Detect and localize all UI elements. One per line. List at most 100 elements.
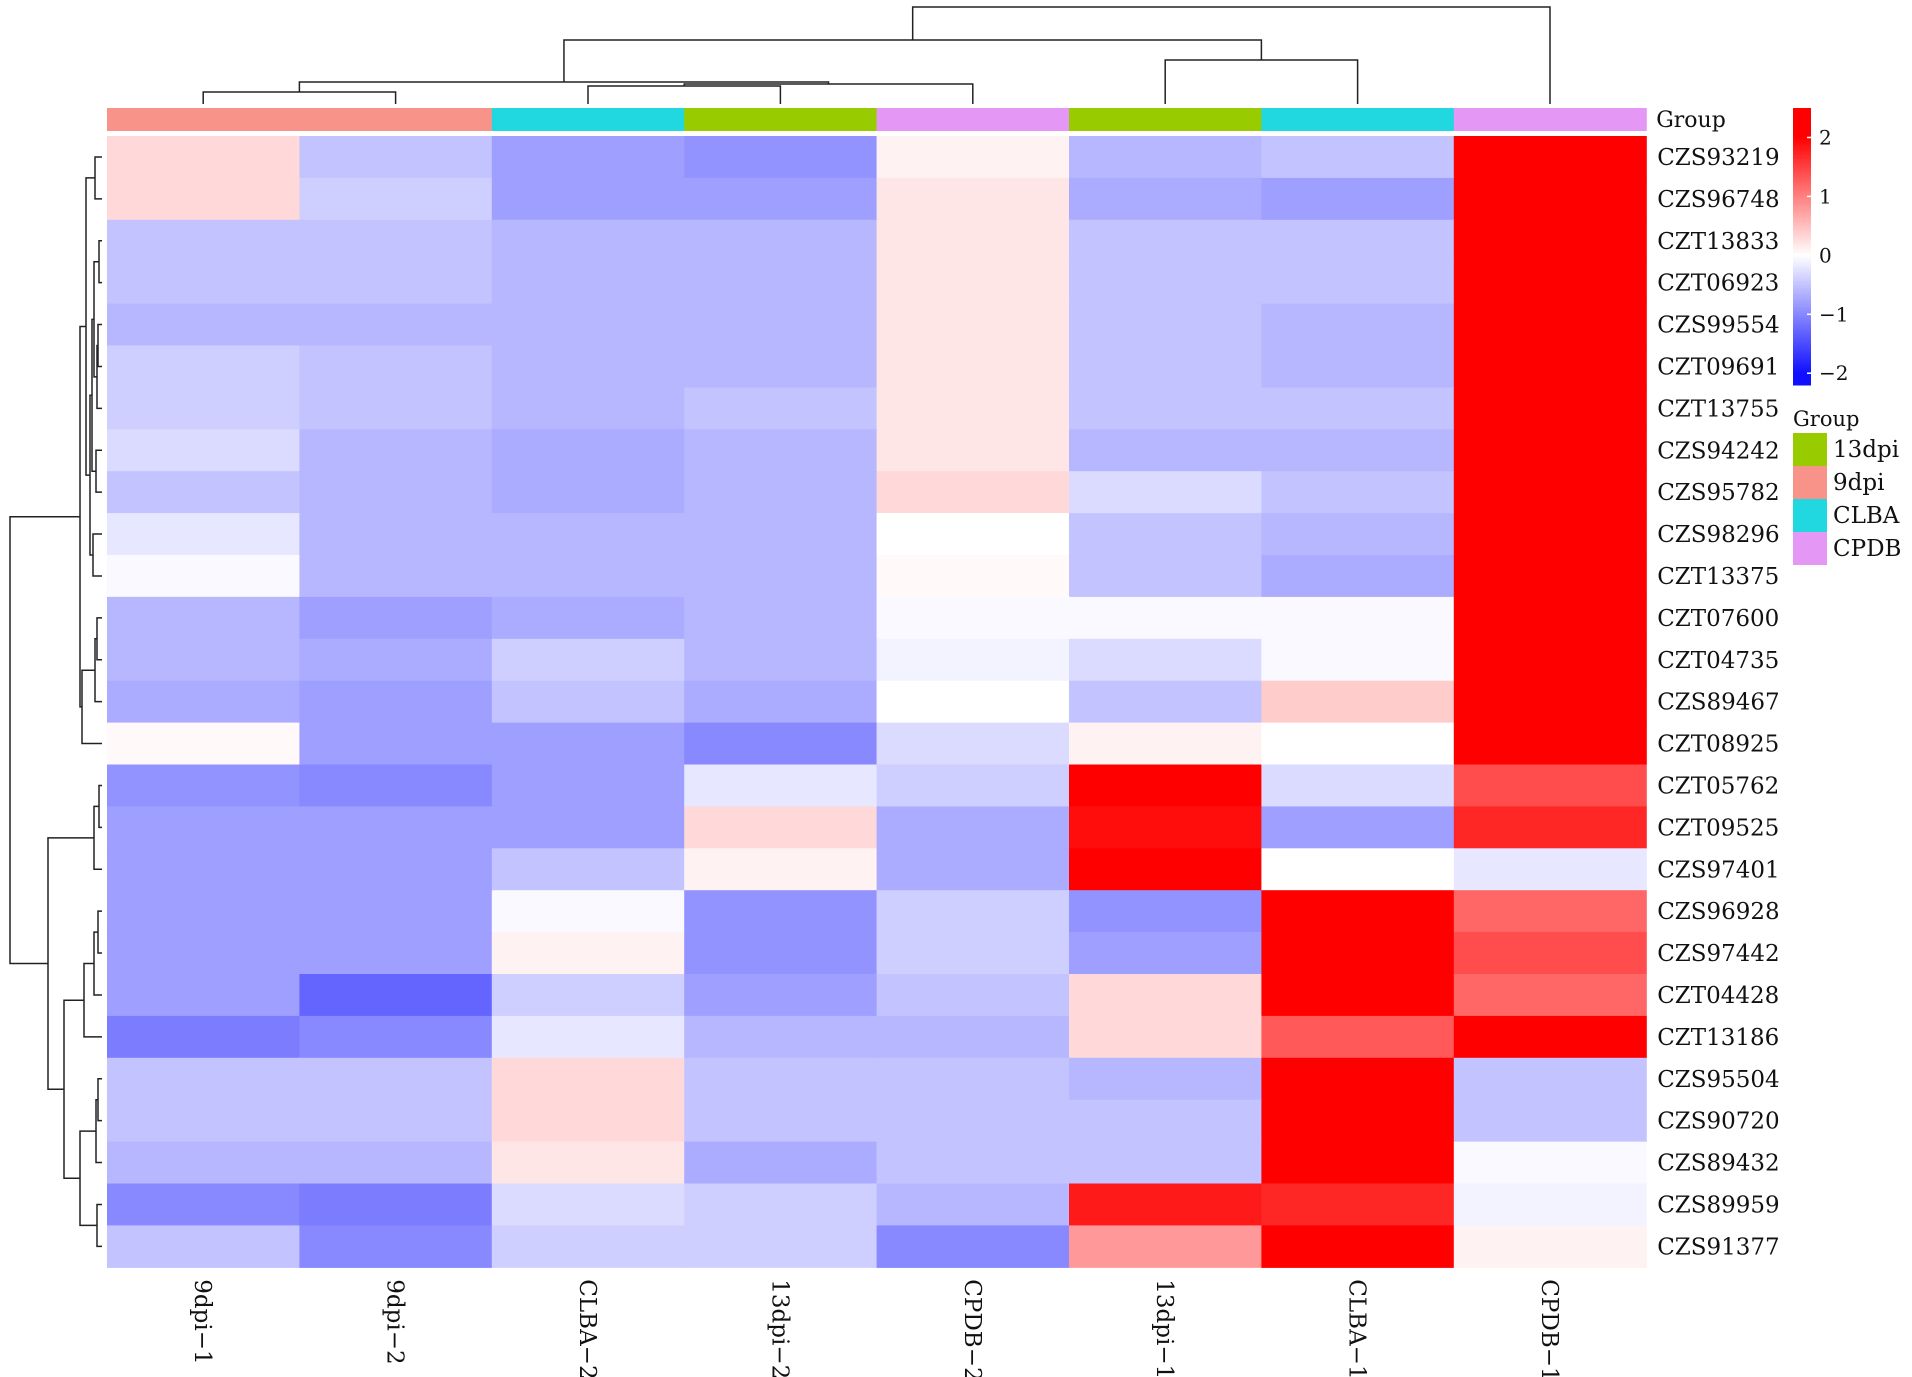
row-label: CZT08925 [1657, 732, 1779, 758]
color-scale-segment [1793, 313, 1811, 317]
dendrogram-link [587, 85, 782, 104]
color-scale-segment [1793, 193, 1811, 197]
color-scale-segment [1793, 128, 1811, 132]
heatmap-cell [876, 219, 1070, 263]
column-label: CPDB−1 [1536, 1279, 1562, 1377]
heatmap-cell [299, 764, 493, 807]
heatmap-cell [1069, 932, 1262, 975]
color-scale-segment [1793, 186, 1811, 190]
heatmap-cell [299, 219, 493, 263]
heatmap-cell [1261, 848, 1455, 891]
dendrogram-link [97, 323, 102, 368]
heatmap-cell [1453, 722, 1647, 766]
heatmap-cell [684, 1057, 878, 1101]
color-scale-segment [1793, 264, 1811, 268]
heatmap-cell [107, 848, 300, 891]
color-scale-segment [1793, 288, 1811, 291]
group-legend-label: CLBA [1833, 503, 1900, 529]
group-annotation-cell [876, 108, 1070, 131]
color-scale-segment [1793, 354, 1811, 358]
heatmap-cell [684, 177, 878, 221]
heatmap-cell [1453, 1141, 1647, 1185]
dendrogram-link [563, 39, 1263, 82]
heatmap-cell [684, 1183, 878, 1226]
color-scale-segment [1793, 174, 1811, 178]
heatmap-cell [491, 848, 685, 891]
color-scale-segment [1793, 368, 1811, 372]
heatmap-cell [1069, 890, 1262, 933]
color-scale-segment [1793, 364, 1811, 368]
heatmap-cell [299, 345, 493, 388]
heatmap-cell [1069, 387, 1262, 430]
color-scale-segment [1793, 290, 1811, 294]
group-annotation-cell [299, 108, 493, 131]
color-scale-segment [1793, 237, 1811, 241]
column-label: 9dpi−1 [189, 1279, 215, 1364]
heatmap-cell [107, 722, 300, 766]
heatmap-cell [1453, 764, 1647, 807]
row-label: CZT13375 [1657, 564, 1779, 590]
heatmap-cell [684, 471, 878, 514]
row-label: CZT09691 [1657, 354, 1779, 380]
color-scale-segment [1793, 267, 1811, 271]
color-scale-segment [1793, 165, 1811, 169]
color-scale-segment [1793, 126, 1811, 130]
heatmap-cell [1261, 974, 1455, 1017]
heatmap-cell [1453, 890, 1647, 933]
color-scale-segment [1793, 151, 1811, 155]
color-scale-segment [1793, 311, 1811, 314]
row-label: CZS95504 [1657, 1067, 1780, 1093]
heatmap-cell [1261, 1015, 1455, 1059]
row-label: CZT13755 [1657, 396, 1779, 422]
dendrogram-link [911, 6, 1551, 104]
row-label: CZT05762 [1657, 773, 1779, 799]
heatmap-cell [1453, 513, 1647, 556]
heatmap-cell [491, 806, 685, 849]
heatmap-cell [107, 261, 300, 305]
heatmap-cell [684, 680, 878, 724]
color-scale-segment [1793, 202, 1811, 206]
heatmap-cell [491, 303, 685, 347]
column-dendrogram [202, 6, 1551, 104]
heatmap-cell [876, 345, 1070, 388]
heatmap-cell [1453, 261, 1647, 305]
heatmap-cell [1261, 136, 1455, 179]
heatmap-cell [1453, 429, 1647, 472]
heatmap-cell [491, 1225, 685, 1268]
color-scale-segment [1793, 200, 1811, 204]
color-scale-segment [1793, 283, 1811, 287]
heatmap-cell [1261, 1183, 1455, 1226]
color-scale-segment [1793, 320, 1811, 324]
heatmap-cell [107, 387, 300, 430]
heatmap-cell [491, 177, 685, 221]
heatmap-cell [299, 1099, 493, 1143]
column-labels: 9dpi−1 9dpi−2 CLBA−2 13dpi−2 CPDB−2 13dpi−1 CL… [189, 1279, 1562, 1377]
heatmap-cell [107, 596, 300, 640]
heatmap-cell [107, 471, 300, 514]
row-label: CZS89467 [1657, 690, 1780, 716]
color-scale-segment [1793, 378, 1811, 381]
heatmap-cell [1069, 429, 1262, 472]
heatmap-cell [1261, 890, 1455, 933]
heatmap-cell [1069, 219, 1262, 263]
heatmap-cell [491, 136, 685, 179]
heatmap-cell [299, 1015, 493, 1059]
heatmap-cell [107, 1099, 300, 1143]
heatmap-cell [1069, 513, 1262, 556]
group-legend-title: Group [1793, 407, 1859, 431]
heatmap-cell [1069, 806, 1262, 849]
color-scale-segment [1793, 230, 1811, 234]
heatmap-cell [107, 932, 300, 975]
color-scale-segment [1793, 331, 1811, 335]
color-scale-segment [1793, 248, 1811, 252]
color-scale-segment [1793, 239, 1811, 243]
heatmap-cell [1069, 471, 1262, 514]
color-scale-segment [1793, 168, 1811, 171]
dendrogram-link [98, 784, 102, 829]
heatmap-cell [1453, 680, 1647, 724]
color-scale-segment [1793, 138, 1811, 141]
color-scale-segment [1793, 327, 1811, 331]
heatmap-cell [1261, 471, 1455, 514]
heatmap-cell [876, 1099, 1070, 1143]
color-scale-segment [1793, 117, 1811, 121]
